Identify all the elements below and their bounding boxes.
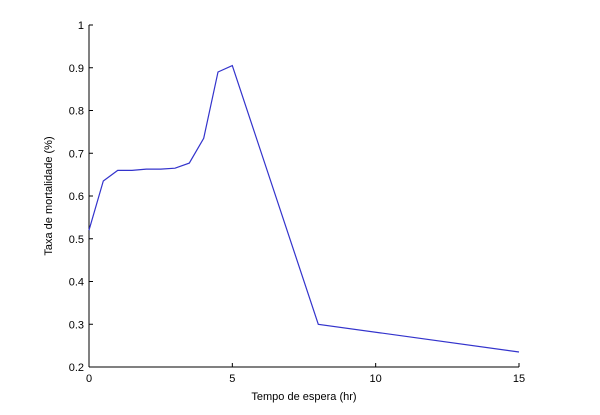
y-tick-label: 0.7: [69, 148, 84, 160]
x-axis-label: Tempo de espera (hr): [251, 391, 356, 403]
y-tick-label: 1: [78, 20, 84, 32]
plot-area: 0.20.30.40.50.60.70.80.910 5 10 15: [69, 20, 525, 385]
y-tick-label: 0.2: [69, 362, 84, 374]
y-tick-label: 0.4: [69, 277, 84, 289]
x-tick-label: 10: [370, 373, 382, 385]
y-tick-label: 0.8: [69, 106, 84, 118]
y-axis-label: Taxa de mortalidade (%): [43, 136, 55, 255]
x-tick-label: 5: [229, 373, 235, 385]
y-tick-label: 0.9: [69, 63, 84, 75]
y-tick-label: 0.6: [69, 191, 84, 203]
series-line: [88, 64, 520, 353]
x-tick-label: 0: [86, 373, 92, 385]
y-tick-label: 0.3: [69, 319, 84, 331]
y-tick-label: 0.5: [69, 234, 84, 246]
x-tick-label: 15: [513, 373, 525, 385]
